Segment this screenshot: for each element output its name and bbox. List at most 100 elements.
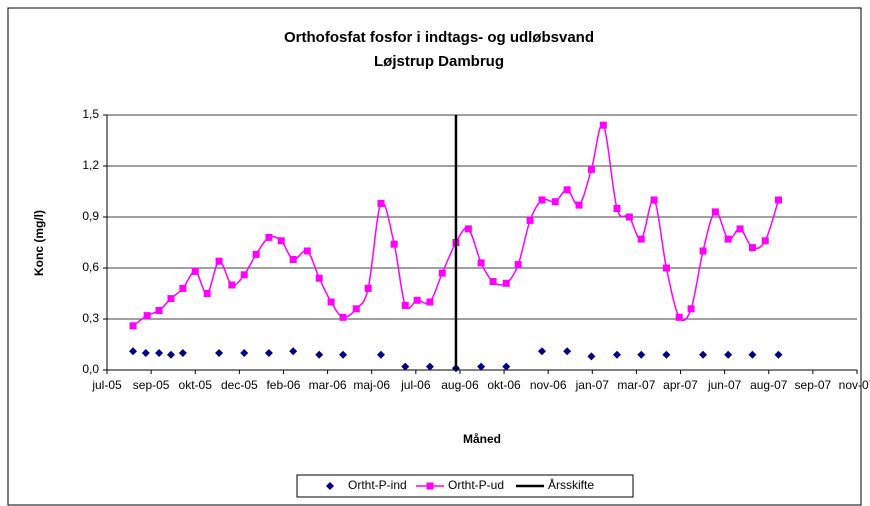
- y-tick-label: 0,0: [82, 362, 99, 376]
- data-point: [761, 237, 769, 245]
- x-tick-label: sep-07: [795, 378, 832, 392]
- y-axis-title: Konc (mg/l): [32, 210, 46, 276]
- data-point: [502, 362, 511, 371]
- x-tick-label: okt-06: [487, 378, 521, 392]
- data-point: [215, 349, 224, 357]
- data-point: [240, 349, 249, 357]
- x-tick-label: jun-07: [707, 378, 742, 392]
- data-point: [687, 305, 695, 313]
- data-point: [228, 281, 236, 289]
- data-point: [736, 225, 744, 233]
- data-point: [489, 278, 497, 286]
- y-tick-label: 1,2: [82, 158, 99, 172]
- y-tick-label: 1,5: [82, 107, 99, 121]
- data-point: [203, 290, 211, 297]
- data-point: [352, 305, 360, 313]
- data-point: [650, 196, 658, 204]
- data-point: [303, 247, 311, 255]
- x-tick-label: aug-07: [750, 378, 788, 392]
- data-point: [502, 279, 510, 287]
- data-point: [774, 350, 783, 359]
- data-point: [613, 205, 621, 212]
- data-point: [315, 350, 324, 359]
- data-point: [748, 244, 756, 252]
- x-tick-label: sep-05: [133, 378, 170, 392]
- data-point: [551, 198, 559, 206]
- data-point: [129, 347, 138, 356]
- x-tick-label: jul-06: [400, 378, 431, 392]
- legend-label: Ortht-P-ind: [348, 478, 407, 492]
- x-tick-label: jul-05: [91, 378, 122, 392]
- data-point: [141, 349, 150, 357]
- x-tick-label: dec-05: [221, 378, 258, 392]
- data-point: [289, 347, 298, 356]
- x-axis-title: Måned: [463, 432, 501, 446]
- data-point: [426, 298, 434, 306]
- data-point: [587, 165, 595, 173]
- y-tick-label: 0,3: [82, 311, 99, 325]
- data-point: [477, 259, 485, 267]
- data-point: [155, 349, 164, 357]
- x-tick-label: aug-06: [441, 378, 479, 392]
- data-point: [376, 350, 385, 359]
- data-point: [514, 261, 522, 269]
- data-point: [699, 350, 708, 359]
- x-tick-label: okt-05: [179, 378, 213, 392]
- data-point: [425, 362, 434, 371]
- data-point: [662, 264, 670, 272]
- data-point: [167, 295, 175, 303]
- chart-border: [7, 7, 862, 506]
- data-point: [774, 196, 782, 204]
- data-point: [724, 350, 733, 359]
- data-point: [364, 284, 372, 292]
- data-point: [538, 196, 546, 204]
- data-point: [179, 284, 187, 292]
- data-point: [178, 349, 187, 357]
- data-point: [401, 301, 409, 309]
- data-point: [662, 350, 671, 359]
- data-point: [538, 347, 546, 356]
- data-point: [724, 235, 732, 243]
- data-point: [637, 235, 645, 243]
- data-point: [191, 267, 199, 275]
- data-point: [613, 350, 621, 359]
- x-tick-label: nov-07: [839, 378, 870, 392]
- data-point: [166, 350, 175, 359]
- data-point: [563, 347, 572, 356]
- data-point: [587, 352, 596, 361]
- data-point: [252, 250, 260, 258]
- data-point: [401, 362, 410, 371]
- data-point: [339, 313, 347, 321]
- legend-box: [296, 474, 634, 498]
- data-point: [289, 256, 297, 263]
- data-point: [526, 216, 534, 224]
- data-point: [143, 312, 151, 320]
- data-point: [748, 350, 757, 359]
- data-point: [575, 201, 583, 209]
- data-point: [327, 298, 335, 306]
- x-tick-label: nov-06: [530, 378, 567, 392]
- data-point: [215, 257, 223, 265]
- data-point: [438, 269, 446, 277]
- data-point: [277, 237, 285, 245]
- data-point: [264, 349, 273, 357]
- data-point: [265, 233, 273, 241]
- data-point: [599, 121, 607, 129]
- x-tick-label: mar-07: [617, 378, 655, 392]
- data-point: [155, 307, 163, 314]
- legend-marker: [326, 482, 334, 490]
- legend-label: Årsskifte: [548, 477, 594, 492]
- data-point: [240, 271, 248, 279]
- data-point: [637, 350, 646, 359]
- data-point: [315, 274, 323, 282]
- legend-marker: [426, 482, 434, 490]
- data-point: [377, 199, 385, 207]
- data-point: [339, 350, 348, 359]
- data-point: [711, 208, 719, 216]
- data-point: [477, 362, 486, 371]
- x-tick-label: maj-06: [353, 378, 390, 392]
- data-point: [675, 313, 683, 321]
- y-tick-label: 0,6: [82, 260, 99, 274]
- data-point: [563, 186, 571, 194]
- chart-subtitle: Løjstrup Dambrug: [374, 53, 504, 70]
